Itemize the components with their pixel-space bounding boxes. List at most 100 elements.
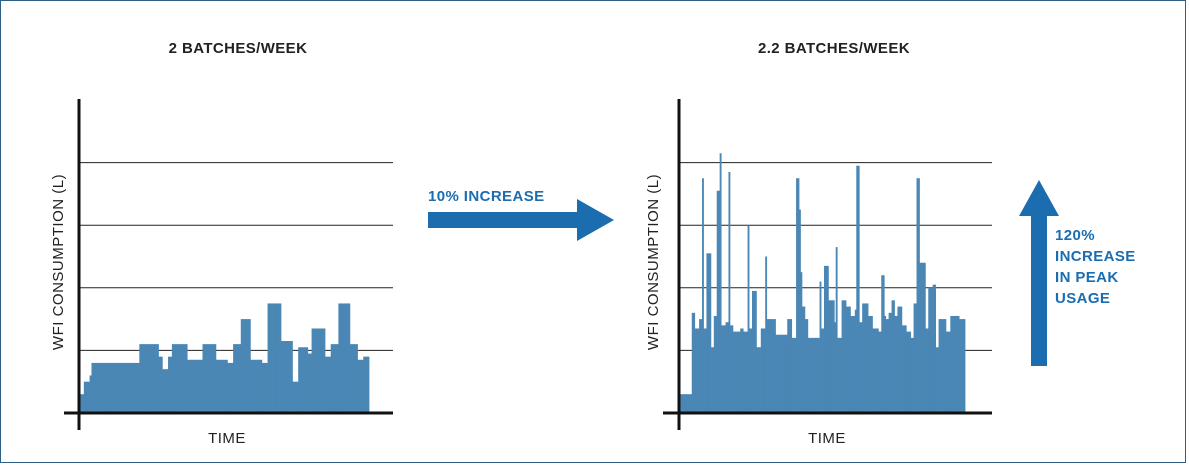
data-bar (279, 303, 282, 413)
data-bar (80, 394, 83, 413)
data-bar (728, 171, 731, 413)
data-bar (95, 362, 98, 413)
data-bar (751, 290, 754, 413)
data-bar (870, 315, 873, 413)
data-bar (173, 344, 177, 413)
data-bar (162, 369, 165, 413)
data-bar (884, 315, 887, 413)
data-bar (790, 319, 793, 413)
data-bar (175, 344, 179, 413)
data-bar (919, 262, 922, 413)
data-bar (242, 319, 245, 413)
data-bar (744, 331, 747, 413)
data-bar (962, 319, 964, 413)
data-bar (812, 337, 815, 413)
data-bar (722, 325, 725, 413)
data-bar (112, 362, 115, 413)
data-bar (904, 325, 907, 413)
data-bar (693, 312, 696, 413)
data-bar (259, 359, 263, 413)
data-bar (367, 356, 370, 413)
data-bar (803, 306, 806, 413)
data-bar (859, 322, 862, 413)
data-bar (944, 319, 947, 413)
data-bar (303, 347, 307, 413)
data-bar (127, 362, 131, 413)
data-bar (825, 265, 828, 413)
data-bar (757, 347, 760, 413)
data-bar (738, 331, 741, 413)
data-bar (844, 300, 847, 413)
data-bar (292, 381, 295, 413)
data-bar (682, 394, 685, 413)
chart-left: 2 BATCHES/WEEK WFI CONSUMPTION (L) TIME (50, 40, 393, 447)
data-bar (703, 328, 706, 413)
data-bar (956, 315, 959, 413)
data-bar (860, 322, 863, 413)
data-bar (721, 325, 723, 413)
data-bar (114, 362, 117, 413)
data-bar (715, 315, 718, 413)
data-bar (851, 315, 854, 413)
data-bar (233, 344, 236, 413)
data-bar (208, 344, 211, 413)
data-bar (332, 344, 335, 413)
data-bar (684, 394, 687, 413)
data-bar (960, 319, 963, 413)
data-bar (869, 315, 872, 413)
data-bar (261, 362, 265, 413)
data-bar (252, 359, 255, 413)
data-bar (840, 337, 842, 413)
data-bar (133, 362, 136, 413)
data-bar (110, 362, 113, 413)
data-bar (822, 328, 825, 413)
data-bar (876, 328, 879, 413)
data-bar (712, 347, 715, 413)
data-bar (753, 290, 756, 413)
data-bar (189, 359, 192, 413)
data-bar (776, 334, 779, 413)
data-bar (826, 265, 829, 413)
data-bar (823, 265, 826, 413)
data-bar (885, 319, 888, 413)
data-bar (699, 319, 701, 413)
data-bar (257, 359, 261, 413)
data-bar (890, 312, 892, 413)
data-bar (724, 325, 726, 413)
data-bar (710, 347, 713, 413)
chart-right: 2.2 BATCHES/WEEK WFI CONSUMPTION (L) TIM… (645, 40, 992, 447)
data-bar (221, 359, 224, 413)
data-bar (913, 303, 916, 413)
data-bar (787, 319, 790, 413)
data-bar (125, 362, 129, 413)
data-bar (171, 344, 175, 413)
data-bar (129, 362, 133, 413)
chart-right-bars (680, 153, 966, 413)
data-bar (286, 341, 290, 413)
data-bar (917, 178, 920, 413)
data-bar (137, 362, 140, 413)
data-bar (765, 256, 768, 413)
data-bar (101, 362, 104, 413)
data-bar (340, 303, 343, 413)
data-bar (948, 331, 951, 413)
data-bar (916, 178, 919, 413)
data-bar (250, 359, 253, 413)
data-bar (846, 306, 848, 413)
data-bar (212, 344, 215, 413)
data-bar (718, 190, 721, 413)
data-bar (338, 303, 341, 413)
data-bar (309, 353, 312, 413)
data-bar (81, 394, 85, 413)
data-bar (196, 359, 200, 413)
data-bar (713, 315, 716, 413)
data-bar (324, 356, 328, 413)
middle-callout: 10% INCREASE (428, 188, 614, 241)
data-bar (326, 356, 330, 413)
data-bar (317, 328, 320, 413)
data-bar (828, 300, 831, 413)
data-bar (928, 287, 931, 413)
chart-left-title: 2 BATCHES/WEEK (169, 40, 308, 57)
data-bar (891, 300, 894, 413)
data-bar (351, 344, 355, 413)
